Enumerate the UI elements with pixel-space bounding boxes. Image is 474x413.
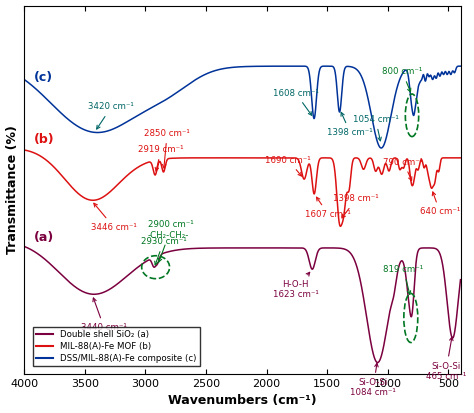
Text: 2919 cm⁻¹: 2919 cm⁻¹ bbox=[138, 145, 184, 171]
Text: 1398 cm⁻¹: 1398 cm⁻¹ bbox=[328, 112, 373, 137]
Text: 800 cm⁻¹: 800 cm⁻¹ bbox=[382, 67, 422, 92]
Text: (a): (a) bbox=[34, 231, 54, 244]
Text: 1054 cm⁻¹: 1054 cm⁻¹ bbox=[353, 115, 399, 141]
Text: 2930 cm⁻¹: 2930 cm⁻¹ bbox=[141, 237, 186, 265]
Text: H-O-H
1623 cm⁻¹: H-O-H 1623 cm⁻¹ bbox=[273, 272, 319, 299]
Text: 1398 cm⁻¹: 1398 cm⁻¹ bbox=[333, 195, 379, 218]
Text: 1690 cm⁻¹: 1690 cm⁻¹ bbox=[265, 156, 311, 176]
Text: 3420 cm⁻¹: 3420 cm⁻¹ bbox=[89, 102, 134, 129]
Text: (b): (b) bbox=[34, 133, 55, 146]
Text: 3446 cm⁻¹: 3446 cm⁻¹ bbox=[91, 203, 137, 232]
Text: 2850 cm⁻¹: 2850 cm⁻¹ bbox=[144, 129, 190, 168]
Text: 819 cm⁻¹: 819 cm⁻¹ bbox=[383, 265, 424, 294]
Text: 640 cm⁻¹: 640 cm⁻¹ bbox=[419, 192, 460, 216]
Text: 1608 cm⁻¹: 1608 cm⁻¹ bbox=[273, 89, 319, 115]
Text: Si-O-Si
1084 cm⁻¹: Si-O-Si 1084 cm⁻¹ bbox=[350, 363, 396, 397]
Legend: Double shell SiO₂ (a), MIL-88(A)-Fe MOF (b), DSS/MIL-88(A)-Fe composite (c): Double shell SiO₂ (a), MIL-88(A)-Fe MOF … bbox=[33, 327, 200, 366]
X-axis label: Wavenumbers (cm⁻¹): Wavenumbers (cm⁻¹) bbox=[168, 394, 317, 408]
Text: 3440 cm⁻¹: 3440 cm⁻¹ bbox=[81, 298, 127, 332]
Text: 2900 cm⁻¹
-CH₂-CH₂-: 2900 cm⁻¹ -CH₂-CH₂- bbox=[148, 220, 193, 262]
Text: Si-O-Si
465 cm⁻¹: Si-O-Si 465 cm⁻¹ bbox=[426, 337, 466, 381]
Text: 1607 cm⁻¹: 1607 cm⁻¹ bbox=[305, 197, 351, 219]
Y-axis label: Transmittance (%): Transmittance (%) bbox=[6, 126, 18, 254]
Text: (c): (c) bbox=[34, 71, 53, 83]
Text: 790 cm⁻¹: 790 cm⁻¹ bbox=[383, 157, 424, 180]
